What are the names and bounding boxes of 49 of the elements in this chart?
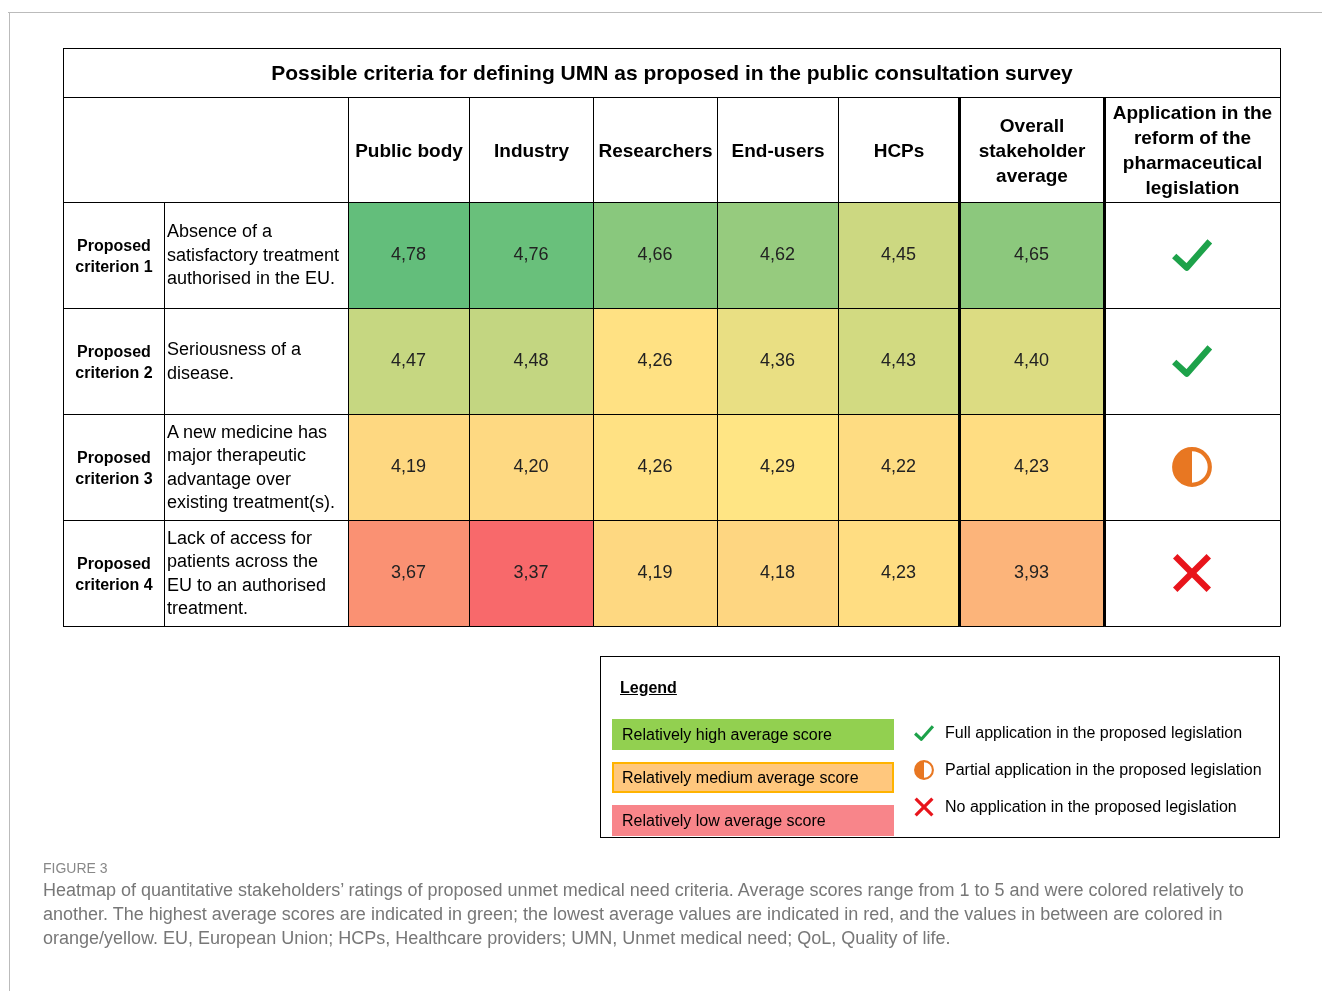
text: Full application in the proposed legislation	[945, 724, 1243, 742]
data-label: 4,19	[637, 561, 673, 582]
data-label: 4,62	[759, 243, 796, 264]
y-tick-label: A new medicine has major therapeutic advantage over existing treatment(s).	[167, 420, 337, 514]
text: Relatively low average score	[612, 805, 894, 836]
text: Relatively high average score	[612, 719, 894, 750]
data-label: 4,76	[513, 243, 549, 264]
data-label: 3,93	[1013, 561, 1050, 582]
y2-tick-label: Proposed criterion 4	[74, 553, 154, 595]
x-tick-label: Application in the reform of the pharmaceutical legislation	[1111, 101, 1274, 200]
data-label: 4,45	[880, 243, 917, 264]
data-label: 4,23	[1013, 455, 1050, 476]
data-label: 4,23	[880, 561, 917, 582]
data-label: 4,18	[759, 561, 796, 582]
text: Partial application in the proposed legislation	[945, 761, 1262, 779]
data-label: 4,47	[390, 349, 427, 370]
y2-tick-label: Proposed criterion 3	[74, 447, 154, 489]
chart-title: Possible criteria for defining UMN as proposed in the public consultation survey	[63, 48, 1281, 98]
data-label: 4,36	[759, 349, 796, 370]
text: No application in the proposed legislation	[945, 798, 1237, 816]
x-tick-label: Public body	[355, 138, 463, 163]
data-label: 4,40	[1013, 349, 1050, 370]
x-tick-label: End-users	[731, 138, 825, 163]
x-tick-label: HCPs	[873, 138, 925, 163]
data-label: 4,26	[637, 455, 673, 476]
data-label: 4,20	[513, 455, 549, 476]
y-tick-label: Seriousness of a disease.	[167, 338, 303, 385]
data-label: 4,26	[637, 349, 673, 370]
data-label: 4,19	[390, 455, 427, 476]
text: Legend	[620, 679, 677, 697]
text: Relatively medium average score	[612, 762, 894, 793]
data-label: 4,29	[759, 455, 796, 476]
x-tick-label: Overall stakeholder average	[977, 113, 1087, 188]
x-tick-label: Researchers	[598, 138, 713, 163]
data-label: 3,67	[390, 561, 427, 582]
data-label: 3,37	[513, 561, 549, 582]
y-tick-label: Lack of access for patients across the EU to an authorised treatment.	[167, 526, 328, 620]
y-tick-label: Absence of a satisfactory treatment authorised in the EU.	[167, 220, 341, 291]
data-label: 4,66	[637, 243, 673, 264]
data-label: 4,48	[513, 349, 549, 370]
x-tick-label: Industry	[494, 138, 569, 163]
data-label: 4,22	[880, 455, 917, 476]
y2-tick-label: Proposed criterion 1	[74, 235, 154, 277]
y2-tick-label: Proposed criterion 2	[74, 341, 154, 383]
data-label: 4,43	[880, 349, 917, 370]
text: Heatmap of quantitative stakeholders’ ratings of proposed unmet medical need criteria. Average scores range from 1 to 5 and were colored relatively to another. The highest average scores are indicated in green; the lowest average values are indicated in red, and the values in between are colored in orange/yellow. EU, European Union; HCPs, Healthcare providers; UMN, Unmet medical need; QoL, Quality of life.	[43, 879, 1245, 950]
data-label: 4,78	[390, 243, 427, 264]
data-label: 4,65	[1013, 243, 1050, 264]
caption: FIGURE 3	[43, 860, 108, 876]
